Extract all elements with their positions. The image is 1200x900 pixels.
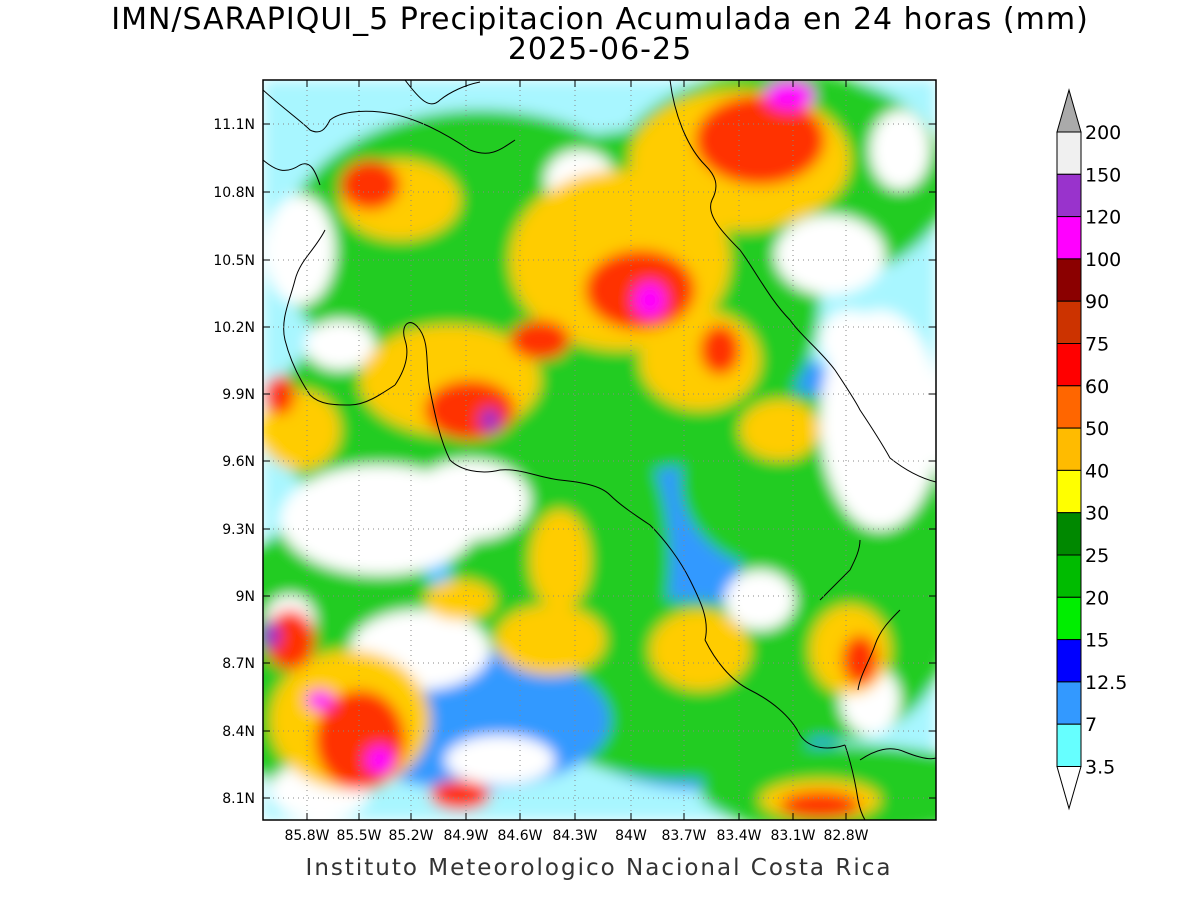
colorbar-level-label: 120 [1085, 207, 1121, 229]
colorbar-level-label: 7 [1085, 714, 1097, 736]
y-tick-label: 8.4N [222, 724, 255, 740]
x-tick-label: 82.8W [823, 828, 868, 844]
colorbar-segment [1056, 554, 1082, 598]
y-tick-label: 9.3N [222, 522, 255, 538]
colorbar-segment [1056, 596, 1082, 641]
colorbar-level-label: 100 [1085, 249, 1121, 271]
colorbar-level-label: 90 [1085, 291, 1109, 313]
colorbar-segment [1056, 512, 1082, 556]
y-tick-label: 9.9N [222, 387, 255, 403]
footer-credit: Instituto Meteorologico Nacional Costa R… [305, 855, 893, 881]
y-tick-label: 8.1N [222, 791, 255, 807]
precipitation-field [263, 80, 936, 820]
map-frame [262, 79, 937, 821]
y-tick-label: 10.2N [213, 320, 255, 336]
colorbar-level-label: 200 [1085, 122, 1121, 144]
colorbar-level-label: 30 [1085, 503, 1109, 525]
y-tick-label: 11.1N [213, 117, 255, 133]
colorbar-segment [1056, 173, 1082, 218]
x-tick-label: 84.6W [497, 828, 542, 844]
colorbar-level-label: 12.5 [1085, 672, 1127, 694]
colorbar-segment [1056, 131, 1082, 175]
colorbar-segment [1056, 385, 1082, 429]
x-tick-label: 84W [615, 828, 647, 844]
colorbar-segment [1056, 469, 1082, 514]
y-tick-label: 9.6N [222, 454, 255, 470]
x-tick-label: 85.2W [388, 828, 433, 844]
x-tick-label: 83.4W [716, 828, 761, 844]
colorbar-segment [1056, 216, 1082, 260]
colorbar-under-triangle [1056, 766, 1082, 811]
x-tick-label: 85.8W [284, 828, 329, 844]
y-tick-label: 8.7N [222, 656, 255, 672]
colorbar-segment [1056, 639, 1082, 683]
colorbar-level-label: 3.5 [1085, 757, 1115, 779]
colorbar-segment [1056, 300, 1082, 345]
colorbar-over-triangle [1056, 88, 1082, 133]
colorbar-legend: 200 150 120 100 90 75 60 50 40 30 25 20 15 12.5 7 3.5 [1056, 88, 1127, 811]
colorbar-level-label: 40 [1085, 460, 1109, 482]
colorbar-level-label: 15 [1085, 630, 1109, 652]
y-axis: 11.1N 10.8N 10.5N 10.2N 9.9N 9.6N 9.3N 9N 8.7N 8.… [213, 117, 936, 807]
x-tick-label: 83.1W [770, 828, 815, 844]
coastlines [263, 80, 936, 820]
x-tick-label: 83.7W [661, 828, 706, 844]
map-date: 2025-06-25 [507, 32, 693, 67]
x-tick-label: 84.3W [552, 828, 597, 844]
colorbar-level-label: 150 [1085, 164, 1121, 186]
colorbar-segment [1056, 427, 1082, 471]
colorbar-segment [1056, 723, 1082, 768]
colorbar-segment [1056, 258, 1082, 302]
graticule [263, 80, 936, 820]
y-tick-label: 10.8N [213, 185, 255, 201]
x-tick-label: 84.9W [443, 828, 488, 844]
y-tick-label: 9N [236, 589, 255, 605]
colorbar-level-label: 60 [1085, 376, 1109, 398]
colorbar-level-label: 75 [1085, 334, 1109, 356]
colorbar-level-label: 50 [1085, 418, 1109, 440]
colorbar-level-label: 25 [1085, 545, 1109, 567]
x-axis: 85.8W 85.5W 85.2W 84.9W 84.6W 84.3W 84W 83.7W 83… [284, 80, 869, 844]
colorbar-segment [1056, 343, 1082, 387]
colorbar-level-label: 20 [1085, 587, 1109, 609]
x-tick-label: 85.5W [336, 828, 381, 844]
y-tick-label: 10.5N [213, 253, 255, 269]
colorbar-segment [1056, 681, 1082, 725]
map-title: IMN/SARAPIQUI_5 Precipitacion Acumulada … [111, 2, 1089, 37]
